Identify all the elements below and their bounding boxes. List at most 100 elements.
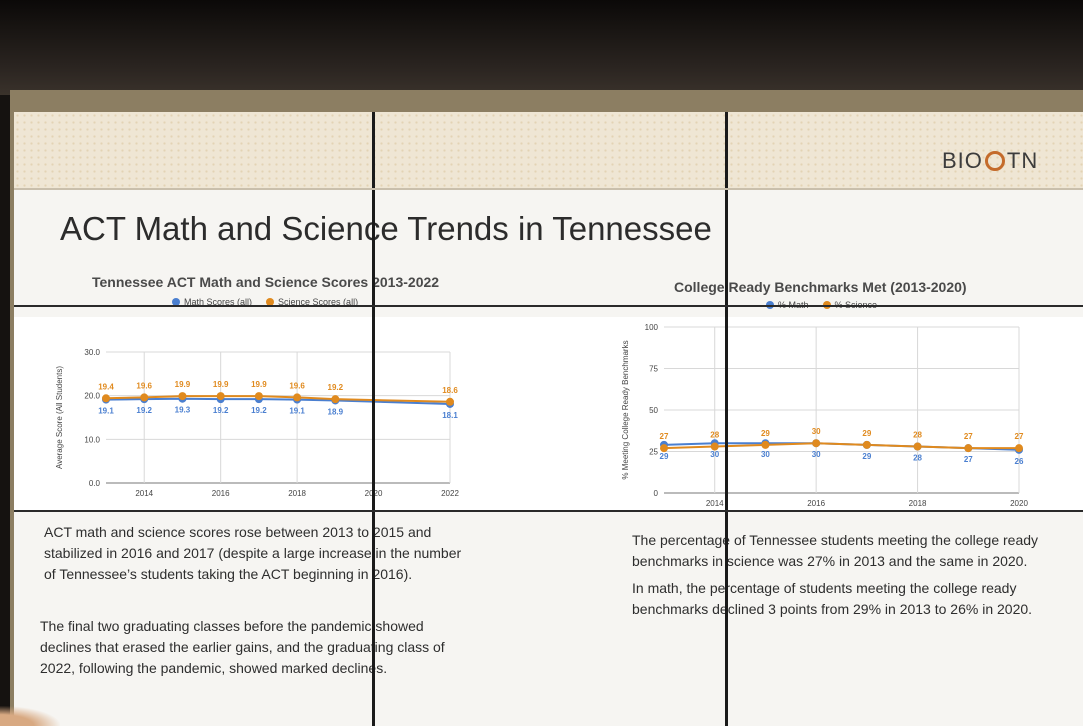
data-label: 19.2 [251, 406, 267, 415]
bezel-seam [14, 510, 1083, 512]
data-label: 19.3 [175, 406, 191, 415]
y-tick-label: 100 [645, 323, 659, 332]
legend-dot-icon [172, 298, 180, 306]
y-axis-label: % Meeting College Ready Benchmarks [621, 340, 630, 479]
y-tick-label: 25 [649, 448, 658, 457]
data-label: 27 [1015, 432, 1024, 441]
data-point [178, 392, 187, 401]
data-label: 18.1 [442, 411, 458, 420]
data-label: 27 [660, 432, 669, 441]
y-tick-label: 20.0 [84, 392, 100, 401]
left-paragraph-2: The final two graduating classes before … [40, 618, 445, 676]
y-axis-label: Average Score (All Students) [55, 366, 64, 469]
data-label: 19.2 [136, 406, 152, 415]
left-chart-legend: Math Scores (all) Science Scores (all) [172, 297, 358, 307]
data-label: 29 [660, 452, 669, 461]
data-point [293, 393, 302, 402]
bezel-seam [14, 305, 1083, 307]
data-label: 27 [964, 455, 973, 464]
logo-diamond-icon [980, 146, 1010, 176]
data-label: 30 [710, 450, 719, 459]
series-line-0 [105, 397, 451, 405]
bezel-seam [725, 112, 728, 726]
x-tick-label: 2018 [909, 499, 927, 508]
data-label: 29 [761, 429, 770, 438]
data-label: 27 [964, 432, 973, 441]
x-tick-label: 2020 [1010, 499, 1028, 508]
data-point [660, 444, 668, 453]
right-paragraph-2: In math, the percentage of students meet… [632, 580, 1033, 617]
data-label: 26 [1015, 457, 1024, 466]
charts-panel [14, 317, 1083, 512]
x-tick-label: 2016 [807, 499, 825, 508]
slide-title: ACT Math and Science Trends in Tennessee [60, 210, 712, 247]
data-label: 19.9 [175, 380, 191, 389]
data-point [710, 442, 719, 451]
x-tick-label: 2014 [706, 499, 724, 508]
right-chart: 0 25 50 75 100 2014 2016 2018 2020 % Meeting Coll… [621, 323, 1028, 508]
y-tick-label: 75 [649, 365, 658, 374]
data-point [761, 440, 770, 449]
data-label: 19.2 [328, 383, 344, 392]
data-label: 28 [913, 454, 922, 463]
data-point [913, 442, 922, 451]
series-line-1 [105, 395, 451, 403]
bezel-seam [14, 188, 1083, 190]
bezel-seam [372, 112, 375, 726]
data-label: 18.9 [328, 407, 344, 416]
slide-banner [14, 112, 1083, 188]
data-point [331, 395, 340, 404]
left-chart-title: Tennessee ACT Math and Science Scores 20… [92, 274, 440, 290]
data-point [812, 439, 821, 448]
legend-dot-icon [266, 298, 275, 306]
right-chart-title: College Ready Benchmarks Met (2013-2020) [674, 279, 967, 295]
right-paragraph-1: The percentage of Tennessee students mee… [632, 532, 1039, 569]
x-tick-label: 2022 [441, 489, 459, 498]
legend-label: Science Scores (all) [278, 297, 359, 307]
data-point [216, 392, 225, 401]
y-tick-label: 0 [654, 489, 659, 498]
legend-label: Math Scores (all) [184, 297, 253, 307]
y-tick-label: 10.0 [84, 435, 100, 444]
x-tick-label: 2016 [212, 489, 230, 498]
data-label: 30 [812, 427, 821, 436]
data-label: 19.9 [251, 380, 267, 389]
slide-screen: BIO TN ACT Math and Science Trends in Te… [14, 112, 1083, 726]
data-label: 30 [812, 450, 821, 459]
data-label: 28 [913, 431, 922, 440]
logo-text-left: BIO [942, 148, 983, 173]
left-paragraph-1: ACT math and science scores rose between… [44, 524, 462, 582]
data-label: 19.1 [98, 407, 114, 416]
data-label: 19.1 [289, 407, 305, 416]
data-point [102, 394, 110, 403]
data-point [446, 397, 454, 406]
logo-text-right: TN [1006, 148, 1039, 173]
data-point [254, 392, 263, 401]
legend-item-math: Math Scores (all) [172, 297, 252, 307]
data-label: 28 [710, 431, 719, 440]
data-point [1015, 444, 1023, 453]
data-point [140, 393, 149, 402]
series-line-1 [663, 442, 1019, 450]
x-tick-label: 2018 [288, 489, 306, 498]
data-label: 19.9 [213, 380, 229, 389]
data-label: 29 [862, 429, 871, 438]
data-point [862, 440, 871, 449]
data-label: 30 [761, 450, 770, 459]
left-chart: 0.010.020.030.020142016201820202022Avera… [55, 348, 459, 498]
audience-hand [0, 706, 60, 726]
y-tick-label: 0.0 [89, 479, 101, 488]
biotn-logo: BIO TN [942, 146, 1039, 176]
legend-item-science: Science Scores (all) [266, 297, 358, 307]
data-label: 19.6 [289, 381, 305, 390]
data-label: 18.6 [442, 386, 458, 395]
ceiling [0, 0, 1083, 95]
data-point [964, 444, 973, 453]
y-tick-label: 50 [649, 406, 658, 415]
data-label: 19.4 [98, 382, 114, 391]
x-tick-label: 2014 [135, 489, 153, 498]
y-tick-label: 30.0 [84, 348, 100, 357]
data-label: 19.6 [136, 381, 152, 390]
data-label: 19.2 [213, 406, 229, 415]
data-label: 29 [862, 452, 871, 461]
